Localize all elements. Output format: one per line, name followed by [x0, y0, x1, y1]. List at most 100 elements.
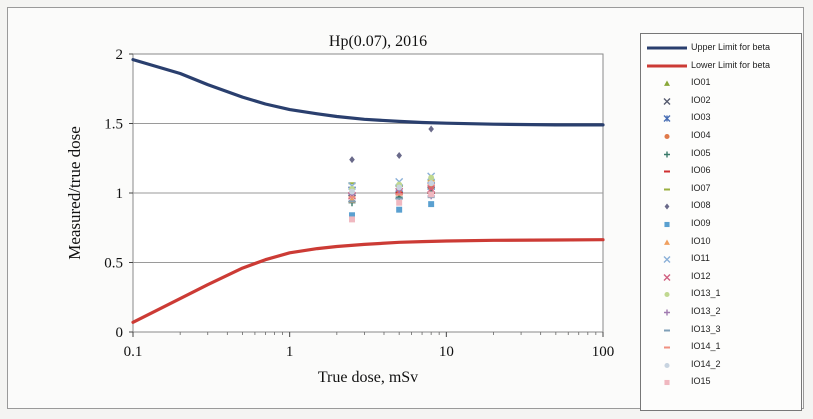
marker-shape — [349, 156, 355, 164]
marker-shape — [349, 212, 355, 219]
marker-shape — [663, 115, 671, 123]
legend-symbol — [663, 256, 671, 264]
legend-marker — [664, 133, 670, 140]
legend-item-io06: IO06 — [641, 163, 801, 180]
legend-label: Upper Limit for beta — [691, 42, 771, 52]
chart-title: Hp(0.07), 2016 — [329, 33, 427, 50]
marker-shape — [664, 80, 670, 87]
x-tick-label: 0.1 — [124, 344, 143, 360]
legend-item-io03: IO03 — [641, 110, 801, 127]
legend-item-io01: IO01 — [641, 75, 801, 92]
chart-frame: 0 0.5 1 1.5 2 0.1 1 10 100 Hp(0.07), 2016 True dos… — [7, 7, 804, 411]
marker-shape — [428, 180, 435, 187]
data-point-io12 — [427, 184, 436, 193]
legend-item-lower-limit: Lower Limit for beta — [641, 58, 801, 75]
legend-label: IO13_3 — [691, 323, 721, 334]
data-point-io09 — [396, 206, 403, 213]
legend-symbol — [664, 188, 670, 191]
legend-item-io02: IO02 — [641, 93, 801, 110]
x-tick-label: 1 — [286, 344, 294, 360]
marker-shape — [349, 216, 355, 223]
data-point-io08 — [428, 125, 434, 133]
data-point-io04 — [428, 184, 435, 191]
data-point-io13-1 — [428, 174, 435, 181]
marker-shape — [427, 184, 436, 193]
marker-shape — [428, 184, 435, 191]
legend-label: IO13_1 — [691, 288, 721, 299]
legend-symbol — [663, 273, 671, 281]
legend-item-io11: IO11 — [641, 251, 801, 268]
legend-symbol — [664, 239, 670, 245]
marker-shape — [349, 188, 355, 195]
marker-shape — [664, 133, 670, 140]
legend-item-io05: IO05 — [641, 146, 801, 163]
legend-label: IO05 — [691, 147, 711, 158]
x-axis-label: True dose, mSv — [318, 369, 418, 386]
legend-label: IO06 — [691, 165, 711, 176]
legend-item-io09: IO09 — [641, 216, 801, 233]
marker-shape — [664, 292, 670, 298]
legend-symbol — [664, 133, 670, 140]
legend-label: IO01 — [691, 77, 711, 88]
legend-label: IO03 — [691, 112, 711, 123]
legend-label: IO10 — [691, 235, 711, 246]
series-line-lower-limit — [131, 238, 605, 324]
marker-shape — [396, 206, 403, 213]
legend-item-io04: IO04 — [641, 128, 801, 145]
legend-item-io10: IO10 — [641, 234, 801, 251]
legend-marker — [663, 256, 671, 264]
y-tick-label: 1 — [116, 186, 124, 202]
marker-shape — [663, 273, 671, 281]
marker-shape — [664, 203, 670, 210]
legend-symbol — [664, 170, 670, 173]
legend-item-io14-1: IO14_1 — [641, 339, 801, 356]
data-point-io09 — [349, 212, 355, 219]
legend-symbol — [647, 64, 687, 68]
y-tick-label: 1.5 — [104, 117, 123, 133]
y-axis-label: Measured/true dose — [65, 126, 84, 260]
data-point-io14-2 — [349, 188, 355, 195]
legend-label: IO08 — [691, 200, 711, 211]
marker-shape — [663, 256, 671, 264]
x-tick-label: 10 — [439, 344, 454, 360]
legend-symbol — [664, 362, 670, 368]
marker-shape — [428, 174, 435, 181]
legend-marker — [664, 309, 670, 316]
data-point-io08 — [396, 151, 402, 159]
chart-legend: Upper Limit for beta Lower Limit for beta… — [640, 33, 802, 411]
marker-shape — [664, 151, 670, 158]
legend-item-io13-2: IO13_2 — [641, 304, 801, 321]
data-point-io15 — [396, 199, 403, 206]
y-tick-label: 2 — [116, 47, 124, 63]
legend-item-upper-limit: Upper Limit for beta — [641, 40, 801, 57]
marker-shape — [428, 201, 435, 208]
marker-shape — [428, 125, 434, 133]
data-point-io15 — [349, 216, 355, 223]
legend-symbol — [663, 97, 671, 105]
legend-item-io14-2: IO14_2 — [641, 357, 801, 374]
legend-marker — [663, 97, 671, 105]
marker-shape — [396, 184, 403, 191]
legend-item-io12: IO12 — [641, 269, 801, 286]
data-point-io14-2 — [428, 180, 435, 187]
legend-symbol — [663, 115, 671, 123]
legend-label: IO15 — [691, 376, 711, 387]
legend-symbol — [664, 151, 670, 158]
legend-item-io08: IO08 — [641, 198, 801, 215]
marker-shape — [664, 362, 670, 368]
legend-marker — [664, 239, 670, 245]
legend-marker — [664, 80, 670, 87]
legend-symbol — [664, 292, 670, 298]
legend-label: IO04 — [691, 130, 711, 140]
legend-label: IO14_1 — [691, 341, 721, 352]
legend-label: IO07 — [691, 182, 711, 193]
marker-shape — [396, 151, 402, 159]
data-point-io14-2 — [396, 184, 403, 191]
marker-shape — [428, 191, 435, 198]
legend-label: IO09 — [691, 218, 711, 228]
data-point-io15 — [428, 191, 435, 198]
legend-item-io13-1: IO13_1 — [641, 286, 801, 303]
legend-symbol — [664, 203, 670, 210]
marker-shape — [664, 380, 670, 386]
legend-item-io13-3: IO13_3 — [641, 322, 801, 339]
